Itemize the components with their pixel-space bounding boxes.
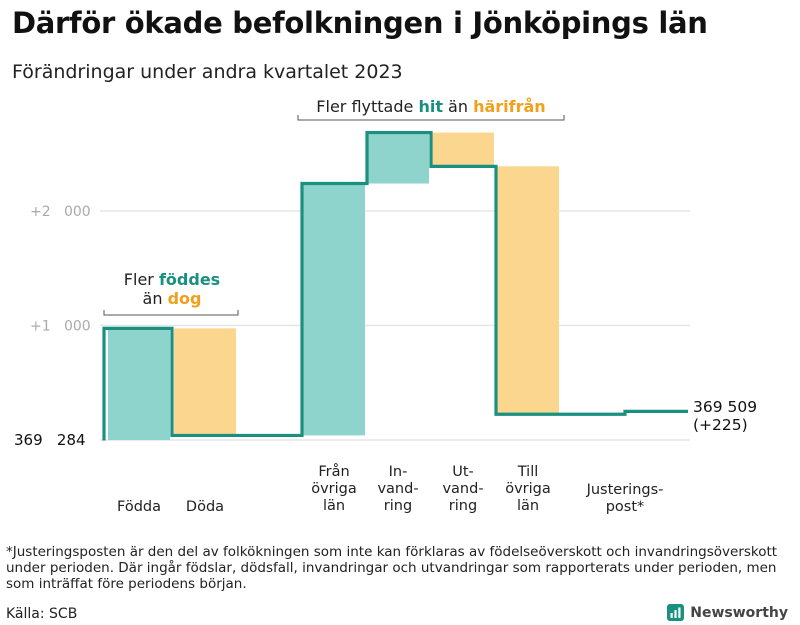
annotation-migration-bracket — [297, 115, 565, 121]
x-category-label: Födda — [117, 499, 161, 515]
bar-chart-logo-icon — [667, 604, 685, 621]
annotation-births-bracket — [103, 310, 239, 316]
bar-3 — [303, 183, 365, 436]
annotation-births-line1: Fler föddes — [124, 270, 220, 289]
bar-4 — [367, 132, 429, 184]
x-category-label: Ut-vand-ring — [442, 464, 483, 514]
bar-2 — [174, 328, 236, 436]
bars-layer — [108, 132, 559, 440]
end-value-label: 369 509 — [693, 398, 757, 416]
x-category-label: Från övriga län — [311, 463, 357, 514]
chart-title: Därför ökade befolkningen i Jönköpings l… — [12, 6, 708, 40]
chart-subtitle: Förändringar under andra kvartalet 2023 — [12, 61, 403, 83]
y-tick-label: +2 000 — [30, 204, 91, 220]
waterfall-chart: +1 000 +2 000 369 284 369 509(+225) Födda Dö… — [14, 97, 757, 515]
source-label: Källa: SCB — [6, 606, 78, 622]
x-category-label: In-vand-ring — [377, 464, 418, 514]
annotation-migration-text: Fler flyttade hit än härifrån — [316, 97, 545, 116]
x-category-label: Döda — [186, 499, 224, 515]
grid-layer: +1 000 +2 000 — [30, 204, 690, 441]
y-tick-label: +1 000 — [30, 319, 91, 335]
labels-layer: 369 284 369 509(+225) Födda Döda Från övriga l… — [14, 398, 757, 515]
cumulative-step-line — [102, 130, 688, 441]
line-layer — [102, 130, 688, 441]
end-change-label: (+225) — [693, 416, 748, 434]
footnote: *Justeringsposten är den del av folkökni… — [6, 544, 778, 592]
brand-name: Newsworthy — [690, 604, 788, 621]
brand-logo[interactable]: Newsworthy — [667, 604, 788, 621]
x-category-label: Justerings-post* — [586, 482, 664, 515]
bar-1 — [108, 328, 170, 440]
annotation-births-line2: än dog — [143, 289, 202, 308]
bar-5 — [432, 132, 494, 167]
bar-6 — [497, 166, 559, 415]
start-value-label: 369 284 — [14, 431, 86, 449]
x-category-label: Till övriga län — [505, 464, 551, 514]
